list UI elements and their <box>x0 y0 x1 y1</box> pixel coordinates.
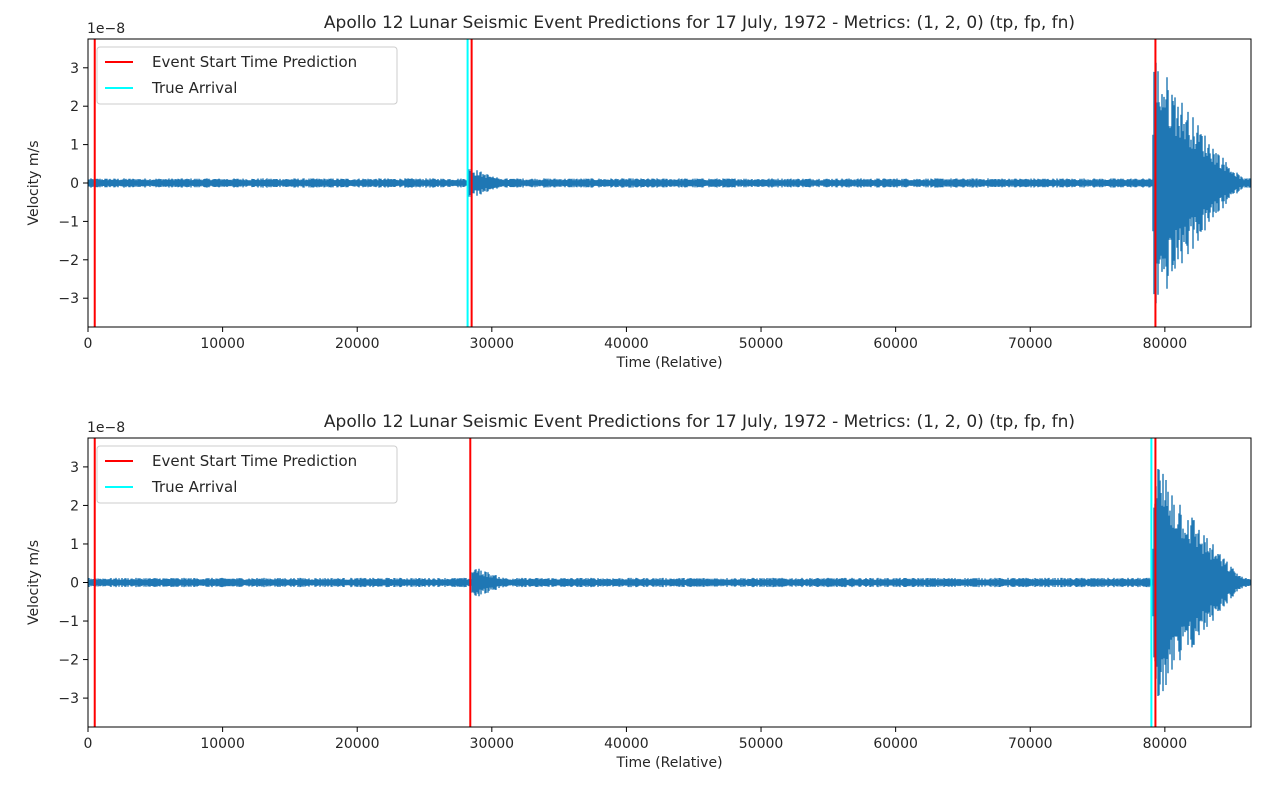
velocity-trace <box>88 62 1251 304</box>
chart-panel-2: 0 10000 20000 30000 40000 50000 60000 70000 8000… <box>26 412 1252 771</box>
x-tick-label: 0 <box>84 736 93 752</box>
x-tick-label: 10000 <box>200 336 245 352</box>
y-tick-label: −3 <box>58 691 79 707</box>
x-tick-label: 10000 <box>200 736 245 752</box>
x-axis-label: Time (Relative) <box>615 755 722 771</box>
chart-title: Apollo 12 Lunar Seismic Event Prediction… <box>324 13 1075 33</box>
legend-label: True Arrival <box>151 478 237 496</box>
legend-box <box>96 46 398 105</box>
y-tick-label: 3 <box>70 61 79 77</box>
x-tick-label: 30000 <box>470 336 515 352</box>
y-tick-label: 2 <box>70 498 79 514</box>
x-tick-label: 80000 <box>1143 336 1188 352</box>
x-tick-label: 50000 <box>739 336 784 352</box>
y-tick-label: −2 <box>58 253 79 269</box>
chart-title: Apollo 12 Lunar Seismic Event Prediction… <box>324 412 1075 432</box>
y-tick-label: 1 <box>70 138 79 154</box>
x-tick-label: 70000 <box>1008 336 1053 352</box>
legend-box <box>96 445 398 504</box>
x-tick-label: 80000 <box>1143 736 1188 752</box>
y-tick-label: 0 <box>70 176 79 192</box>
x-tick-label: 30000 <box>470 736 515 752</box>
x-tick-label: 20000 <box>335 336 380 352</box>
y-tick-label: −1 <box>58 614 79 630</box>
y-tick-label: −3 <box>58 291 79 307</box>
y-tick-label: 0 <box>70 576 79 592</box>
y-offset-label: 1e−8 <box>87 21 125 37</box>
legend: Event Start Time Prediction True Arrival <box>96 46 398 105</box>
x-tick-label: 70000 <box>1008 736 1053 752</box>
y-offset-label: 1e−8 <box>87 420 125 436</box>
y-tick-label: −2 <box>58 653 79 669</box>
x-tick-label: 60000 <box>873 336 918 352</box>
velocity-trace <box>88 469 1251 696</box>
x-axis-label: Time (Relative) <box>615 355 722 371</box>
x-tick-label: 0 <box>84 336 93 352</box>
y-axis-label: Velocity m/s <box>26 140 42 225</box>
legend-label: True Arrival <box>151 79 237 97</box>
y-tick-label: 3 <box>70 460 79 476</box>
x-tick-label: 50000 <box>739 736 784 752</box>
x-tick-label: 60000 <box>873 736 918 752</box>
legend-label: Event Start Time Prediction <box>152 53 357 71</box>
x-tick-label: 40000 <box>604 736 649 752</box>
y-tick-label: 2 <box>70 99 79 115</box>
legend-label: Event Start Time Prediction <box>152 452 357 470</box>
legend: Event Start Time Prediction True Arrival <box>96 445 398 504</box>
y-axis-label: Velocity m/s <box>26 540 42 625</box>
chart-panel-1: 0 10000 20000 30000 40000 50000 60000 70000 8000… <box>26 13 1252 371</box>
y-tick-label: −1 <box>58 214 79 230</box>
x-tick-label: 20000 <box>335 736 380 752</box>
x-tick-label: 40000 <box>604 336 649 352</box>
y-tick-label: 1 <box>70 537 79 553</box>
